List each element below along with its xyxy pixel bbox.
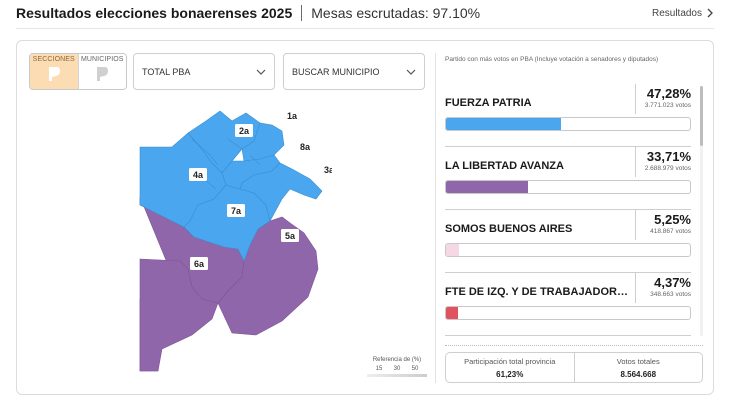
sections-map: 1a 2a 8a 3a 4a 7a 5a 6a: [139, 109, 332, 372]
map-section-6a[interactable]: [139, 258, 219, 372]
party-bar-track: [445, 306, 691, 320]
scrollbar-track[interactable]: [700, 86, 703, 336]
participation-value: 61,23%: [496, 370, 524, 379]
party-name: SOMOS BUENOS AIRES: [445, 223, 573, 235]
label-4a: 4a: [193, 170, 204, 180]
party-row[interactable]: FTE DE IZQ. Y DE TRABAJADORES - UNIDAD 4…: [445, 273, 691, 336]
party-name: LA LIBERTAD AVANZA: [445, 160, 564, 172]
chevron-down-icon: [256, 69, 266, 75]
party-list: FUERZA PATRIA 47,28% 3.771.023 votos LA …: [445, 84, 691, 336]
map-region-icon: [48, 67, 60, 81]
label-6a: 6a: [194, 259, 205, 269]
map-section-1a[interactable]: [241, 122, 285, 162]
party-stat: 5,25% 418.867 votos: [635, 210, 691, 240]
total-select-value: TOTAL PBA: [142, 66, 191, 77]
map-legend: Referencia de (%) 15 30 50: [367, 357, 427, 377]
municipality-search-select[interactable]: BUSCAR MUNICIPIO: [283, 53, 425, 90]
page-title: Resultados elecciones bonaerenses 2025: [16, 5, 293, 21]
label-1a: 1a: [287, 111, 298, 121]
party-name: FUERZA PATRIA: [445, 97, 532, 109]
label-2a: 2a: [239, 126, 250, 136]
legend-ticks: 15 30 50: [367, 366, 427, 372]
legend-title: Referencia de (%): [372, 357, 422, 363]
participation-label: Participación total provincia: [464, 357, 556, 366]
results-card: SECCIONES MUNICIPIOS TOTAL PBA BUSCAR MU…: [16, 40, 714, 395]
party-name: FTE DE IZQ. Y DE TRABAJADORES - UNIDAD: [445, 286, 630, 298]
legend-gradient: [367, 374, 427, 377]
party-stat: 33,71% 2.688.979 votos: [635, 147, 691, 177]
party-bar-fill: [446, 307, 458, 319]
results-link[interactable]: Resultados: [652, 8, 714, 19]
toggle-municipalities[interactable]: MUNICIPIOS: [77, 54, 126, 89]
label-8a: 8a: [300, 142, 311, 152]
label-3a: 3a: [324, 165, 332, 175]
party-bar-track: [445, 180, 691, 194]
party-bar-fill: [446, 244, 459, 256]
results-link-label: Resultados: [651, 7, 702, 19]
summary-divider: [445, 345, 703, 346]
party-bar-track: [445, 117, 691, 131]
party-row[interactable]: LA LIBERTAD AVANZA 33,71% 2.688.979 voto…: [445, 147, 691, 210]
party-votes: 3.771.023 votos: [644, 102, 691, 109]
party-stat: 47,28% 3.771.023 votos: [635, 84, 691, 114]
toggle-municipalities-label: MUNICIPIOS: [80, 56, 124, 63]
party-bar-track: [445, 243, 691, 257]
party-row[interactable]: FUERZA PATRIA 47,28% 3.771.023 votos: [445, 84, 691, 147]
map-region-icon: [97, 67, 109, 81]
legend-tick: 30: [393, 366, 401, 372]
municipality-search-value: BUSCAR MUNICIPIO: [292, 66, 380, 77]
party-percent: 33,71%: [646, 149, 691, 164]
toggle-sections-label: SECCIONES: [32, 56, 75, 63]
party-votes: 2.688.979 votos: [644, 165, 691, 172]
party-percent: 47,28%: [646, 86, 691, 101]
party-bar-fill: [446, 118, 562, 130]
party-stat: 4,37% 348.663 votos: [635, 273, 691, 303]
title-divider: [301, 5, 303, 21]
party-votes: 418.867 votos: [650, 228, 691, 235]
page-header: Resultados elecciones bonaerenses 2025 M…: [16, 0, 714, 26]
total-select[interactable]: TOTAL PBA: [133, 53, 275, 90]
total-votes-stat: Votos totales 8.564.668: [573, 353, 703, 382]
results-caption: Partido con más votos en PBA (Incluye vo…: [445, 56, 659, 63]
party-percent: 4,37%: [654, 275, 691, 290]
label-5a: 5a: [285, 231, 296, 241]
map-section-3a[interactable]: [239, 162, 323, 222]
chevron-down-icon: [406, 69, 416, 75]
total-votes-value: 8.564.668: [620, 370, 657, 379]
counted-tables-text: Mesas escrutadas: 97.10%: [311, 5, 481, 21]
party-votes: 348.663 votos: [650, 291, 691, 298]
map-labels: 1a 2a 8a 3a 4a 7a 5a 6a: [189, 109, 332, 270]
chevron-right-icon: [707, 8, 713, 18]
party-row[interactable]: SOMOS BUENOS AIRES 5,25% 418.867 votos: [445, 210, 691, 273]
scrollbar-thumb[interactable]: [700, 86, 703, 146]
summary-box: Participación total provincia 61,23% Vot…: [445, 352, 703, 383]
total-votes-label: Votos totales: [616, 357, 660, 366]
panel-divider: [435, 53, 436, 383]
label-7a: 7a: [231, 206, 242, 216]
header-divider: [16, 28, 714, 29]
participation-stat: Participación total provincia 61,23%: [446, 353, 574, 382]
party-percent: 5,25%: [654, 212, 691, 227]
map-boundaries: [191, 138, 261, 214]
view-toggle: SECCIONES MUNICIPIOS: [29, 53, 127, 90]
legend-tick: 15: [375, 366, 383, 372]
toggle-sections[interactable]: SECCIONES: [30, 54, 78, 89]
legend-tick: 50: [411, 366, 419, 372]
party-bar-fill: [446, 181, 529, 193]
